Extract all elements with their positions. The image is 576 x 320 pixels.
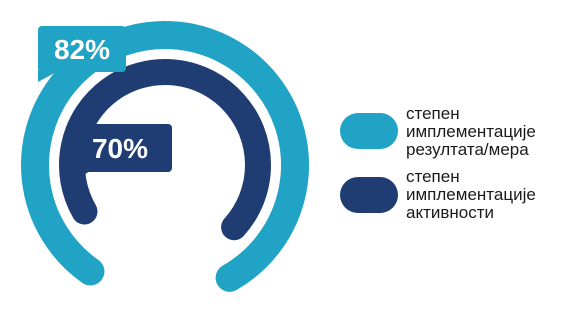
- progress-arc-1: [21, 21, 309, 292]
- radial-progress-chart: 82% 70%: [21, 21, 309, 292]
- value-bubble-2: 70%: [68, 124, 172, 184]
- legend-label-results: степен имплементације резултата/мера: [406, 104, 536, 159]
- legend-swatch-results: [340, 113, 398, 149]
- value-bubble-1: 82%: [38, 26, 126, 82]
- data-label-1: 82%: [54, 34, 110, 65]
- legend-item-results: степен имплементације резултата/мера: [340, 105, 576, 159]
- legend-label-activities: степен имплементације активности: [406, 167, 536, 222]
- data-label-2: 70%: [92, 133, 148, 164]
- legend-swatch-activities: [340, 177, 398, 213]
- legend-item-activities: степен имплементације активности: [340, 168, 576, 222]
